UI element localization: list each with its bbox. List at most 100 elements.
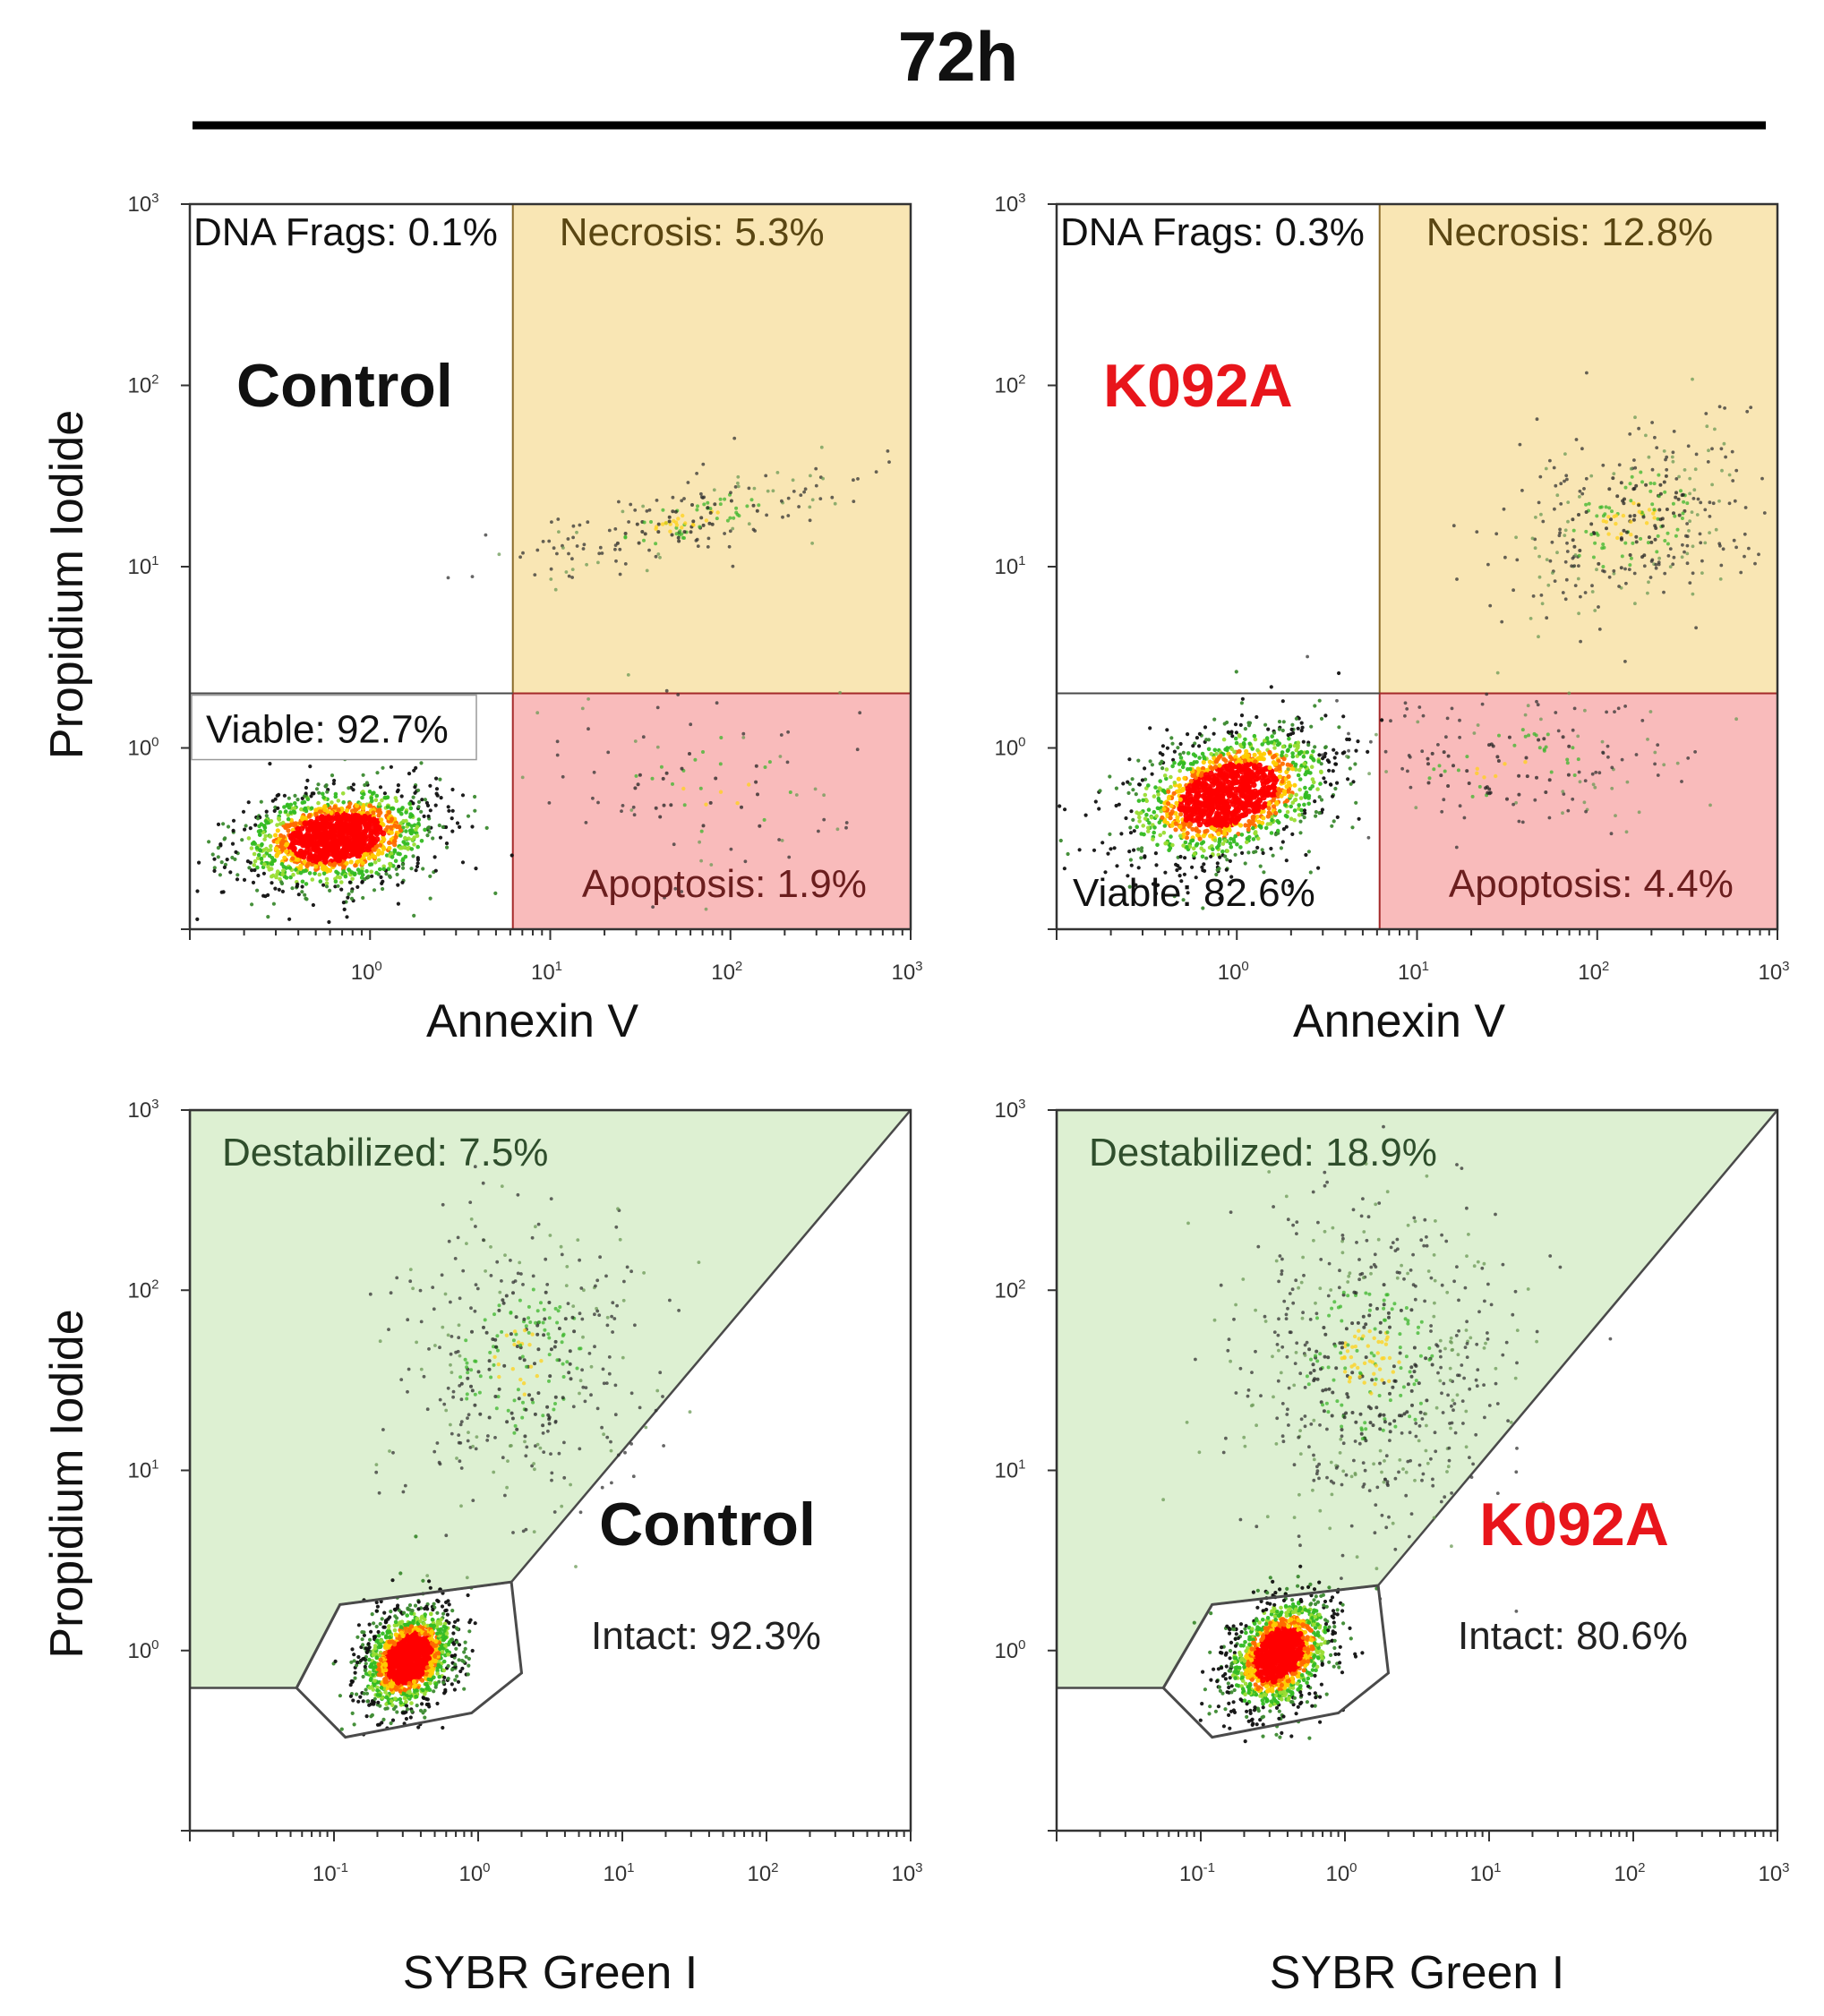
- event-dot: [1520, 820, 1525, 824]
- event-dot: [441, 1680, 446, 1685]
- event-dot: [1531, 594, 1536, 598]
- event-dot: [1335, 781, 1340, 785]
- event-dot: [606, 750, 611, 755]
- event-dot: [1201, 759, 1206, 765]
- event-dot: [1196, 829, 1202, 834]
- event-dot: [433, 803, 438, 807]
- event-dot: [1204, 856, 1209, 860]
- event-dot: [373, 1696, 377, 1701]
- event-dot: [1146, 829, 1151, 833]
- event-dot: [415, 844, 421, 850]
- event-dot: [1612, 568, 1616, 573]
- event-dot: [415, 833, 420, 838]
- event-dot: [698, 840, 701, 844]
- event-dot: [322, 824, 329, 831]
- event-dot: [400, 862, 405, 867]
- event-dot: [671, 495, 675, 500]
- event-dot: [654, 806, 658, 810]
- event-dot: [822, 793, 826, 798]
- event-dot: [1629, 556, 1633, 560]
- event-dot: [708, 800, 713, 805]
- event-dot: [592, 770, 596, 774]
- event-dot: [587, 697, 590, 701]
- event-dot: [1225, 849, 1229, 853]
- event-dot: [510, 853, 514, 858]
- event-dot: [1537, 575, 1542, 579]
- event-dot: [813, 787, 818, 791]
- event-dot: [1685, 551, 1690, 556]
- event-dot: [423, 827, 427, 833]
- event-dot: [1237, 734, 1242, 739]
- event-dot: [247, 866, 252, 870]
- event-dot: [1650, 421, 1654, 424]
- event-dot: [375, 1693, 381, 1697]
- event-dot: [1140, 846, 1144, 850]
- event-dot: [1703, 541, 1708, 545]
- event-dot: [689, 722, 693, 727]
- event-dot: [280, 820, 286, 825]
- event-dot: [1648, 576, 1653, 579]
- event-dot: [633, 508, 638, 512]
- event-dot: [421, 1687, 425, 1693]
- event-dot: [1347, 748, 1350, 753]
- event-dot: [251, 880, 256, 885]
- event-dot: [1238, 722, 1243, 728]
- event-dot: [1279, 793, 1284, 799]
- event-dot: [290, 856, 295, 861]
- event-dot: [432, 855, 437, 859]
- y-tick-label: 100: [994, 735, 1025, 761]
- event-dot: [1535, 699, 1538, 704]
- event-dot: [1656, 517, 1660, 521]
- event-dot: [219, 890, 224, 894]
- event-dot: [322, 804, 328, 809]
- event-dot: [253, 823, 258, 827]
- event-dot: [321, 866, 326, 871]
- event-dot: [814, 466, 818, 471]
- event-dot: [1292, 808, 1297, 813]
- event-dot: [1242, 742, 1246, 747]
- event-dot: [336, 799, 341, 803]
- event-dot: [275, 872, 279, 876]
- event-dot: [457, 1643, 462, 1647]
- event-dot: [1603, 569, 1606, 574]
- event-dot: [1269, 685, 1273, 689]
- event-dot: [735, 512, 740, 517]
- event-dot: [1539, 594, 1544, 597]
- event-dot: [361, 773, 365, 777]
- event-dot: [1136, 847, 1141, 851]
- event-dot: [420, 798, 424, 802]
- event-dot: [450, 829, 455, 833]
- event-dot: [740, 805, 743, 809]
- figure-title: 72h: [898, 17, 1018, 96]
- event-dot: [1206, 812, 1212, 819]
- event-dot: [755, 508, 759, 513]
- event-dot: [1563, 534, 1567, 537]
- event-dot: [1655, 446, 1659, 449]
- event-dot: [1439, 773, 1443, 778]
- event-dot: [1681, 492, 1685, 497]
- event-dot: [1306, 793, 1312, 799]
- event-dot: [1195, 736, 1199, 740]
- event-dot: [378, 1621, 382, 1627]
- event-dot: [1183, 796, 1190, 802]
- event-dot: [855, 747, 860, 752]
- event-dot: [428, 808, 432, 813]
- event-dot: [1458, 718, 1461, 722]
- event-dot: [1485, 692, 1489, 696]
- event-dot: [680, 890, 684, 893]
- event-dot: [1126, 780, 1130, 784]
- event-dot: [1301, 739, 1306, 744]
- event-dot: [371, 1653, 376, 1658]
- event-dot: [1281, 827, 1286, 832]
- event-dot: [364, 1714, 369, 1719]
- event-dot: [392, 1627, 398, 1633]
- event-dot: [389, 1721, 393, 1726]
- event-dot: [629, 502, 633, 507]
- event-dot: [390, 1578, 395, 1583]
- event-dot: [547, 539, 552, 543]
- event-dot: [1607, 575, 1612, 579]
- event-dot: [1537, 746, 1542, 750]
- event-dot: [570, 576, 574, 579]
- event-dot: [1576, 757, 1580, 762]
- event-dot: [749, 498, 754, 502]
